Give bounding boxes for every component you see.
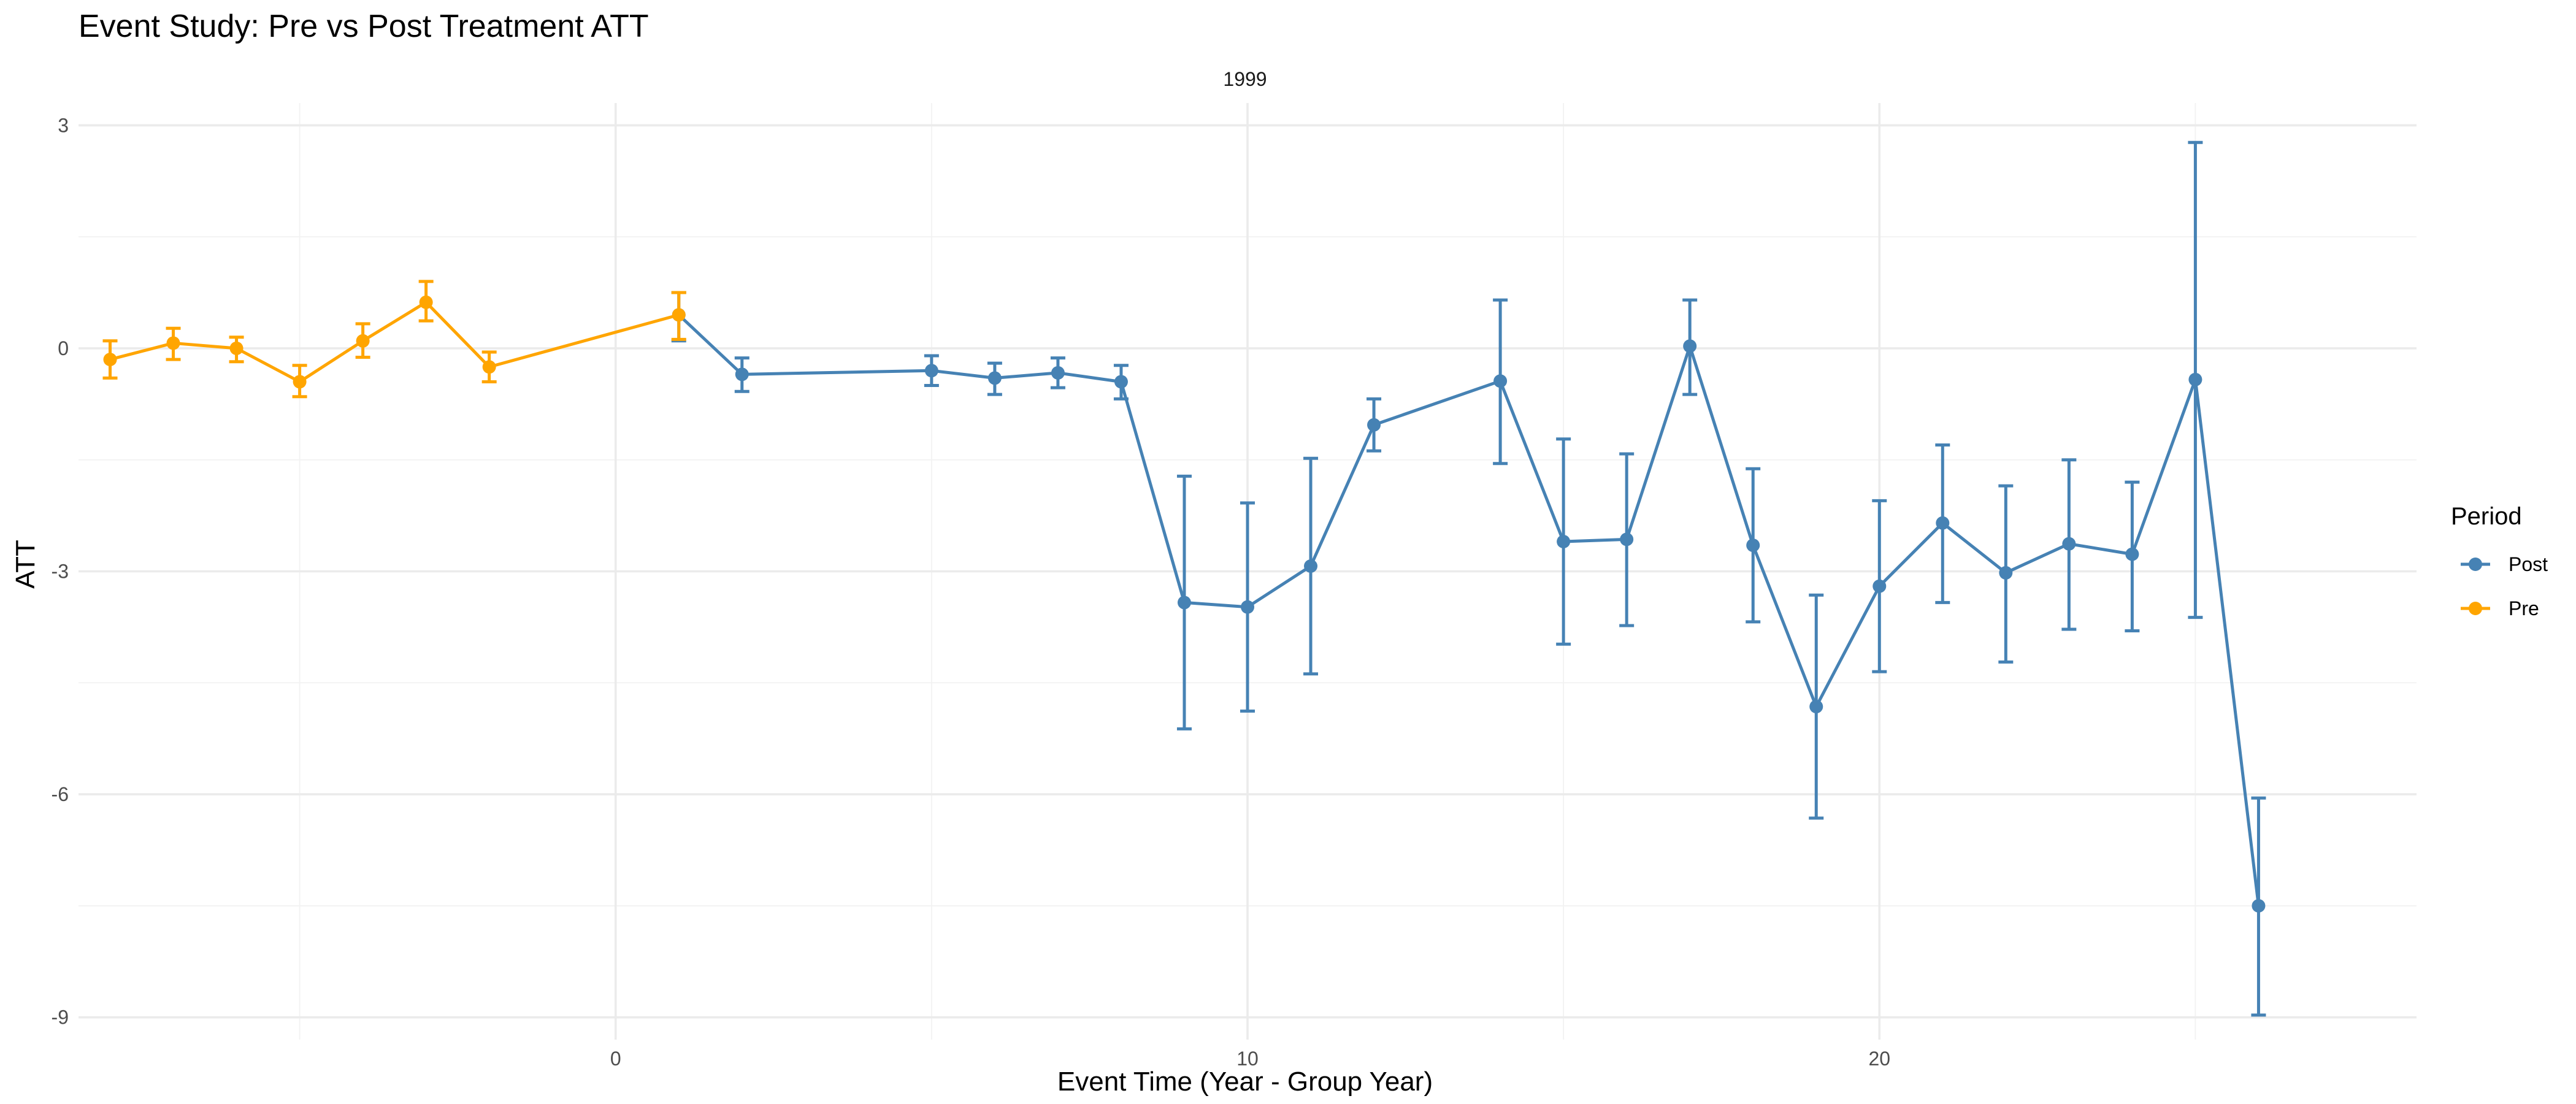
data-point-post xyxy=(924,364,938,378)
y-tick-label: 3 xyxy=(58,114,69,136)
data-point-post xyxy=(2125,547,2139,561)
data-point-post xyxy=(1051,366,1065,380)
legend-item-post: Post xyxy=(2461,553,2548,575)
legend-label: Post xyxy=(2509,553,2548,575)
series-line-post xyxy=(678,313,2260,907)
data-point-pre xyxy=(482,360,496,374)
data-point-pre xyxy=(293,375,307,389)
data-point-post xyxy=(2188,372,2202,386)
data-point-post xyxy=(1557,535,1571,549)
x-tick-label: 0 xyxy=(610,1048,621,1070)
legend: Period Post Pre xyxy=(2451,503,2548,619)
data-point-pre xyxy=(229,341,243,355)
x-axis-ticks: 0 10 20 xyxy=(610,1048,1890,1070)
data-point-post xyxy=(1114,375,1128,389)
data-point-post xyxy=(987,371,1002,385)
series-layer xyxy=(102,140,2266,1017)
data-point-pre xyxy=(419,295,433,309)
series-pre xyxy=(102,280,686,399)
data-point-post xyxy=(1177,596,1191,610)
data-point-post xyxy=(2062,537,2076,551)
data-point-post xyxy=(1367,418,1381,432)
data-point-pre xyxy=(356,334,370,348)
series-line-pre xyxy=(109,301,680,383)
data-point-post xyxy=(1746,539,1760,553)
y-tick-label: -3 xyxy=(52,561,69,583)
data-point-pre xyxy=(672,308,686,322)
legend-label: Pre xyxy=(2509,597,2539,619)
legend-key-point xyxy=(2469,558,2482,571)
data-point-post xyxy=(1936,516,1950,530)
y-tick-label: -6 xyxy=(52,783,69,805)
chart-title: Event Study: Pre vs Post Treatment ATT xyxy=(79,9,649,44)
data-point-post xyxy=(1493,374,1508,388)
data-point-post xyxy=(1304,559,1318,573)
data-point-pre xyxy=(166,336,180,350)
legend-item-pre: Pre xyxy=(2461,597,2539,619)
data-point-pre xyxy=(103,353,117,367)
data-point-post xyxy=(1241,600,1254,614)
data-point-post xyxy=(1620,532,1634,546)
series-post xyxy=(671,140,2266,1017)
x-tick-label: 10 xyxy=(1236,1048,1259,1070)
legend-key-point xyxy=(2469,602,2482,615)
data-point-post xyxy=(1809,700,1823,714)
legend-items: Post Pre xyxy=(2461,553,2548,619)
facet-strip-label: 1999 xyxy=(1223,68,1267,90)
y-axis-title: ATT xyxy=(10,540,40,589)
x-tick-label: 20 xyxy=(1868,1048,1890,1070)
data-point-post xyxy=(2252,899,2266,913)
data-point-post xyxy=(1683,339,1697,353)
data-point-post xyxy=(1873,579,1887,593)
y-axis-ticks: 3 0 -3 -6 -9 xyxy=(52,114,69,1028)
x-axis-title: Event Time (Year - Group Year) xyxy=(1057,1067,1433,1097)
data-point-post xyxy=(735,367,749,381)
data-point-post xyxy=(1999,565,2013,580)
y-tick-label: 0 xyxy=(58,337,69,359)
legend-title: Period xyxy=(2451,503,2522,530)
y-tick-label: -9 xyxy=(52,1006,69,1029)
